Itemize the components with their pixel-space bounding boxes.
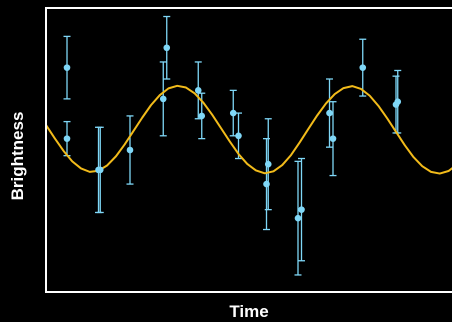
data-point xyxy=(63,135,71,142)
data-point xyxy=(264,160,272,168)
data-point xyxy=(126,146,134,154)
data-point xyxy=(394,98,402,106)
data-point xyxy=(329,135,337,142)
data-point xyxy=(96,166,104,174)
plot-frame xyxy=(45,7,452,293)
plot-marks xyxy=(47,15,452,276)
x-axis-label: Time xyxy=(229,302,268,321)
data-point xyxy=(229,109,237,117)
data-point xyxy=(298,206,305,213)
data-point xyxy=(326,109,333,117)
data-point xyxy=(163,44,171,52)
data-point xyxy=(63,64,71,71)
y-axis-label: Brightness xyxy=(8,112,27,201)
data-point xyxy=(359,64,367,71)
data-point xyxy=(294,214,302,222)
data-point xyxy=(198,112,206,120)
data-point xyxy=(263,180,270,188)
data-point xyxy=(159,95,167,103)
model-curve xyxy=(47,84,452,175)
data-point xyxy=(235,132,242,140)
data-point xyxy=(194,87,202,94)
